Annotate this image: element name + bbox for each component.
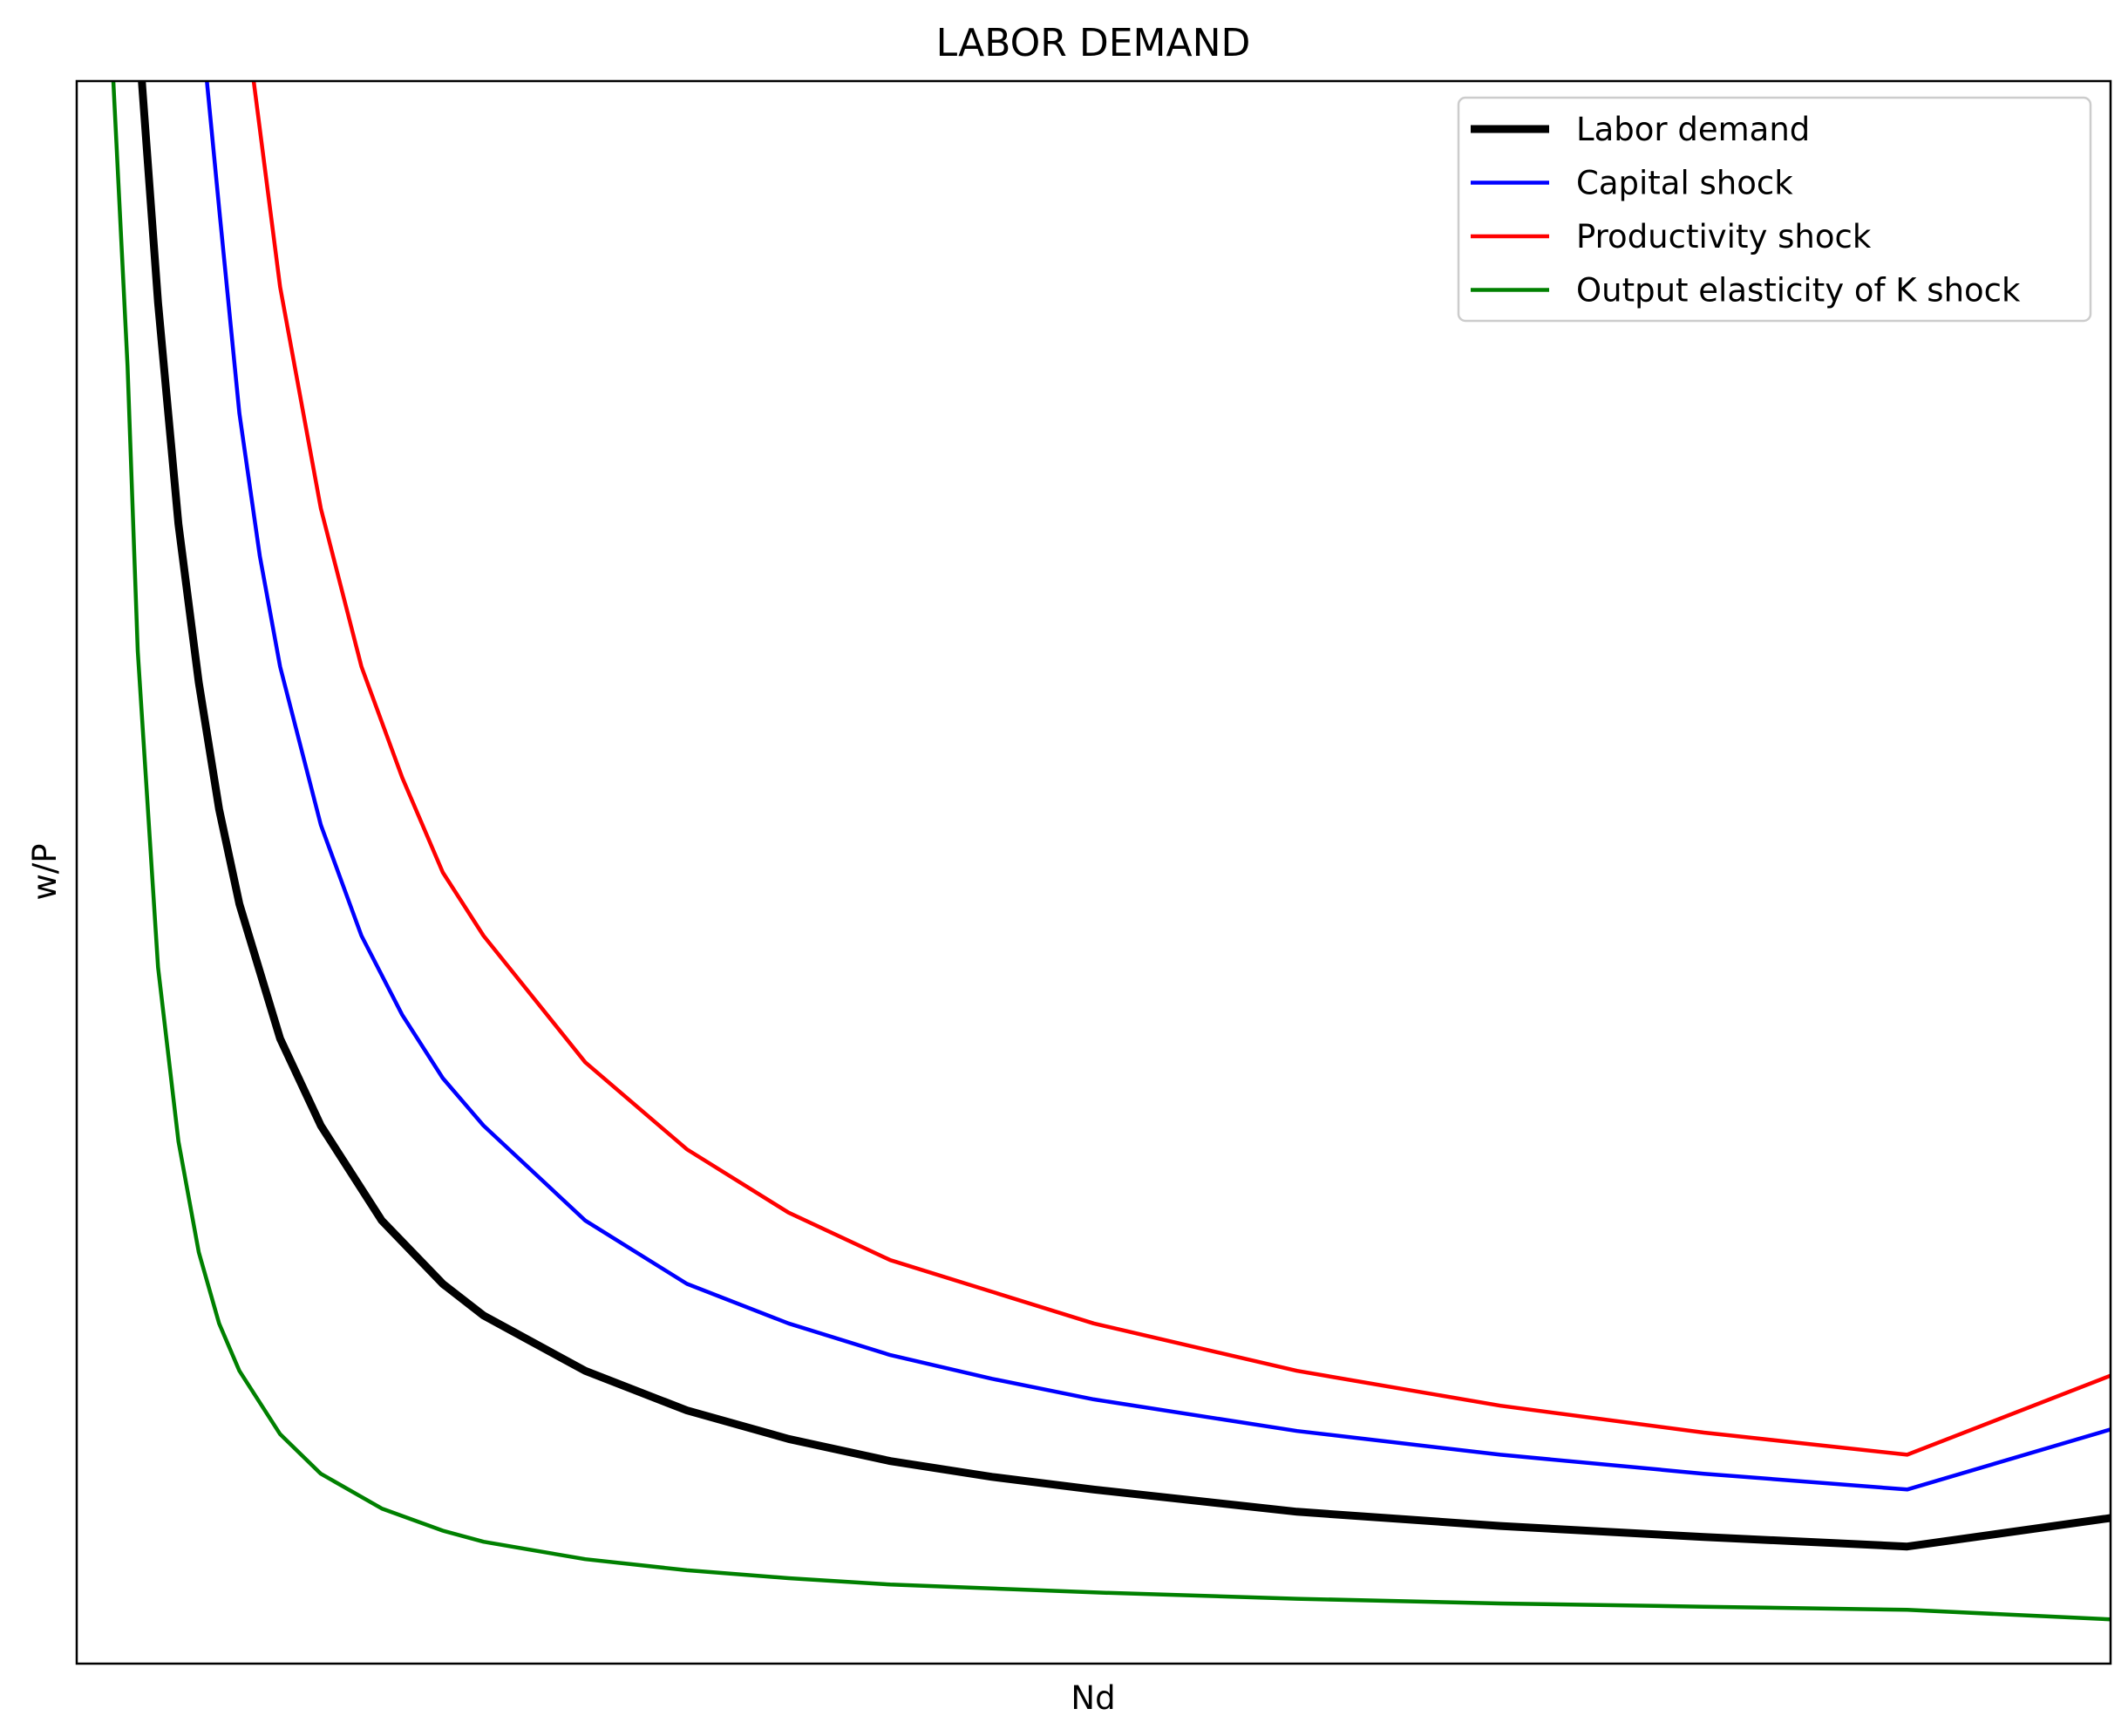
series-line-3 — [251, 80, 2111, 1457]
chart-title: LABOR DEMAND — [936, 21, 1251, 65]
series-layer — [111, 80, 2111, 1622]
plot-frame — [75, 79, 2112, 1665]
legend: Labor demand Capital shock Productivity sh… — [1457, 96, 2092, 323]
series-line-1 — [138, 80, 2111, 1551]
x-axis-label: Nd — [1071, 1679, 1115, 1717]
legend-label-1: Labor demand — [1576, 111, 1810, 148]
legend-label-2: Capital shock — [1576, 165, 1793, 202]
y-axis-label: w/P — [26, 843, 64, 900]
series-line-2 — [205, 80, 2111, 1492]
series-line-4 — [111, 80, 2111, 1622]
legend-label-3: Productivity shock — [1576, 218, 1872, 255]
legend-label-4: Output elasticity of K shock — [1576, 272, 2021, 310]
legend-box — [1457, 96, 2092, 323]
